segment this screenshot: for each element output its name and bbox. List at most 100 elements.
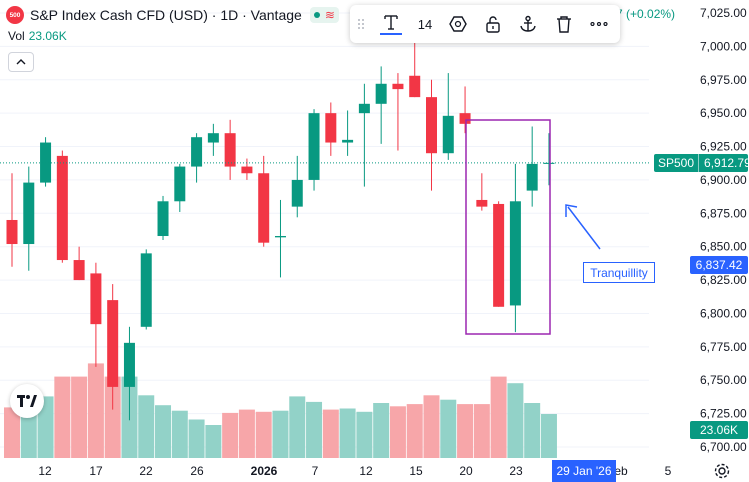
volume-bar [205,425,222,458]
candle [543,133,555,186]
candle [392,73,404,151]
price-tick-label: 6,775.00 [700,340,747,354]
candle [526,126,538,207]
more-icon[interactable] [582,5,616,43]
volume-bar [71,376,88,458]
volume-bar [440,399,457,458]
candle [174,163,186,212]
candle [40,137,52,187]
candle-body [543,162,555,164]
candle [509,163,521,333]
text-tool-icon[interactable] [372,5,410,43]
candle [224,119,236,180]
volume-tag: 23.06K [690,421,748,439]
candle-body [426,97,437,154]
drag-handle-icon[interactable] [350,5,372,43]
candle [342,110,354,156]
candle-body [56,155,68,261]
volume-bar [507,383,524,458]
price-change: 7 (+0.02%) [616,7,676,21]
price-tick-label: 7,025.00 [700,6,747,20]
volume-bar [473,404,490,458]
volume-value: 23.06K [28,29,67,43]
candle [409,42,421,98]
candle-body [90,273,102,325]
candle-body [241,166,253,174]
candle [325,102,337,156]
annotation-arrow-head [565,204,578,217]
candle [375,66,387,144]
shape-icon[interactable] [440,5,476,43]
candle [258,155,270,247]
volume-legend[interactable]: Vol 23.06K [8,29,67,43]
candle-body [140,253,152,327]
price-tick-label: 6,950.00 [700,106,747,120]
candle [123,326,135,421]
candle [459,86,471,134]
time-tick-label: 5 [665,464,672,478]
volume-bar [540,414,557,458]
selection-box [465,119,551,335]
symbol-label: SP500 [654,153,700,172]
candle-body [526,163,538,191]
price-tick-label: 6,875.00 [700,206,747,220]
anchor-icon[interactable] [510,5,546,43]
annotation-arrow-shaft [567,206,601,250]
trash-icon[interactable] [546,5,582,43]
volume-bar [155,405,172,458]
candle-body [258,173,270,243]
annotation-label[interactable]: Tranquillity [583,262,655,283]
candle-body [107,300,119,387]
candle [241,158,253,180]
price-tick-label: 6,900.00 [700,173,747,187]
volume-bar [322,409,339,458]
candle-body [442,115,454,154]
volume-bar [272,410,289,458]
candle-body [207,133,219,143]
price-tick-label: 6,800.00 [700,306,747,320]
current-price-tag: SP500 6,912.79 [654,153,749,172]
wave-icon: ≋ [324,8,335,22]
time-tick-label: 12 [38,464,52,478]
candle [308,109,320,191]
lock-icon[interactable] [476,5,510,43]
price-axis: 7,025.00 7,000.00 6,975.00 6,950.00 6,925.00… [700,6,747,454]
candle [291,155,303,218]
volume-bar [238,409,255,458]
volume-bar [289,396,306,458]
collapse-button[interactable] [8,52,34,72]
symbol-title[interactable]: S&P Index Cash CFD (USD) · 1D · Vantage [30,7,302,23]
candle-body [358,103,370,114]
volume-bar [524,403,541,458]
candle [493,201,505,307]
candle [157,195,169,241]
market-status[interactable]: ≋ [309,7,339,23]
candle [6,173,18,267]
price-tick-label: 6,700.00 [700,440,747,454]
volume-bar [171,410,188,458]
volume-bar [356,411,373,458]
candle-body [224,133,236,167]
candle [107,284,119,410]
gear-icon[interactable] [713,462,731,480]
time-tick-label: 23 [509,464,523,478]
tradingview-logo[interactable] [10,384,44,418]
volume-bar [222,412,239,458]
candle-body [459,113,471,124]
candle-body [73,260,85,281]
font-size-button[interactable]: 14 [417,16,433,32]
price-tick-label: 6,750.00 [700,373,747,387]
market-open-icon [313,12,320,18]
price-tick-label: 6,975.00 [700,73,747,87]
crosshair-date-tag: 29 Jan '26 [552,460,616,482]
price-tick-label: 6,725.00 [700,407,747,421]
volume-bar [406,404,423,458]
time-tick-label: eb [614,464,628,478]
candle-body [509,201,521,306]
volume-bar [457,404,474,458]
symbol-header[interactable]: 500 S&P Index Cash CFD (USD) · 1D · Vant… [6,5,339,25]
candle [23,166,35,271]
chevron-up-icon [16,59,26,65]
time-tick-label: 20 [459,464,473,478]
